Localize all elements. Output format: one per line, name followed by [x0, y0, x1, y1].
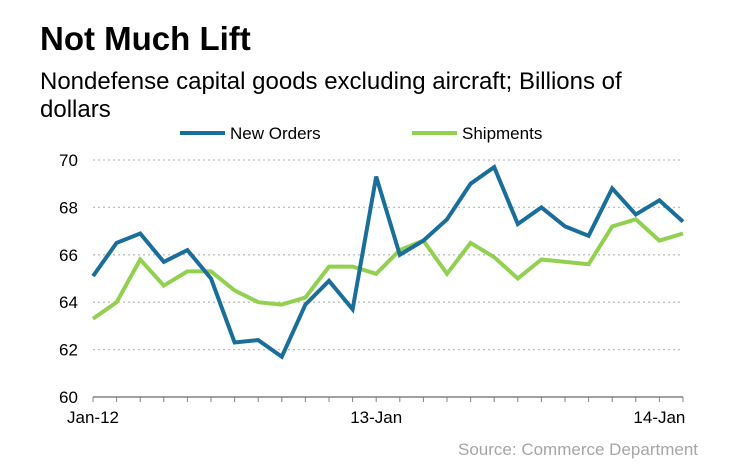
x-tick-label: 13-Jan [350, 408, 402, 427]
x-tick-label: 14-Jan [633, 408, 685, 427]
chart-title: Not Much Lift [40, 20, 251, 57]
series-line-shipments [91, 217, 684, 321]
gridlines [93, 159, 683, 351]
y-tick-label-60: 60 [59, 388, 78, 407]
series-line-new-orders [91, 164, 685, 360]
source-note: Source: Commerce Department [458, 440, 698, 459]
y-tick-label-64: 64 [59, 293, 78, 312]
y-tick-label-68: 68 [59, 198, 78, 217]
y-tick-label-70: 70 [59, 151, 78, 170]
legend-label-shipments: Shipments [462, 124, 542, 143]
series-lines [91, 164, 685, 360]
axes: 60 62 64 66 68 70 Jan-12 13-Jan 14-Jan [59, 151, 685, 427]
legend-label-new-orders: New Orders [230, 124, 321, 143]
x-tick-label: Jan-12 [67, 408, 119, 427]
legend: New Orders Shipments [180, 124, 542, 143]
y-tick-label-66: 66 [59, 246, 78, 265]
y-tick-label-62: 62 [59, 341, 78, 360]
chart-subtitle: Nondefense capital goods excluding aircr… [40, 68, 622, 123]
